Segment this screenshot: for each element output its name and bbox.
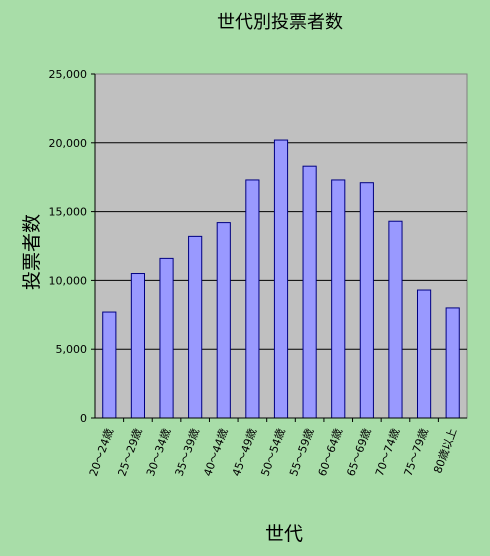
- bar: [130, 273, 146, 419]
- y-tick-label: 20,000: [49, 137, 88, 150]
- bar: [302, 165, 317, 419]
- bar: [445, 307, 460, 419]
- x-tick-label: 40～44歳: [201, 427, 230, 478]
- bars: [102, 139, 460, 419]
- x-tick-label: 70～74歳: [373, 427, 402, 478]
- x-axis-title: 世代: [265, 523, 303, 545]
- x-tick-label: 25～29歳: [115, 427, 144, 478]
- x-tick-label: 55～59歳: [287, 427, 316, 478]
- y-tick-label: 5,000: [56, 343, 88, 356]
- bar: [216, 222, 231, 419]
- x-tick-label: 60～64歳: [316, 427, 345, 478]
- x-tick-label: 65～69歳: [344, 427, 373, 478]
- y-tick-label: 25,000: [49, 68, 88, 81]
- bar: [273, 139, 289, 419]
- bar: [416, 289, 432, 419]
- y-tick-label: 10,000: [49, 274, 88, 287]
- x-tick-label: 50～54歳: [259, 427, 288, 478]
- chart-title: 世代別投票者数: [217, 12, 343, 33]
- bar: [188, 235, 203, 419]
- x-tick-label: 30～34歳: [144, 427, 173, 478]
- bar: [359, 182, 374, 419]
- y-tick-label: 0: [80, 412, 87, 425]
- bar: [102, 311, 117, 419]
- x-tick-label: 45～49歳: [230, 427, 259, 478]
- x-tick-label: 20～24歳: [87, 427, 116, 478]
- bar: [331, 179, 346, 419]
- y-axis-ticks: 0 5,000 10,000 15,000 20,000 25,000: [49, 68, 467, 425]
- x-tick-label: 75～79歳: [402, 427, 431, 478]
- bar: [159, 257, 174, 419]
- bar: [245, 179, 260, 419]
- x-tick-label: 35～39歳: [173, 427, 202, 478]
- x-axis-ticks: 20～24歳 25～29歳 30～34歳 35～39歳 40～44歳 45～49歳 50～5…: [87, 418, 460, 478]
- y-tick-label: 15,000: [49, 206, 88, 219]
- bar: [388, 220, 403, 419]
- x-tick-label: 80歳以上: [431, 427, 459, 476]
- y-axis-title: 投票者数: [21, 214, 43, 290]
